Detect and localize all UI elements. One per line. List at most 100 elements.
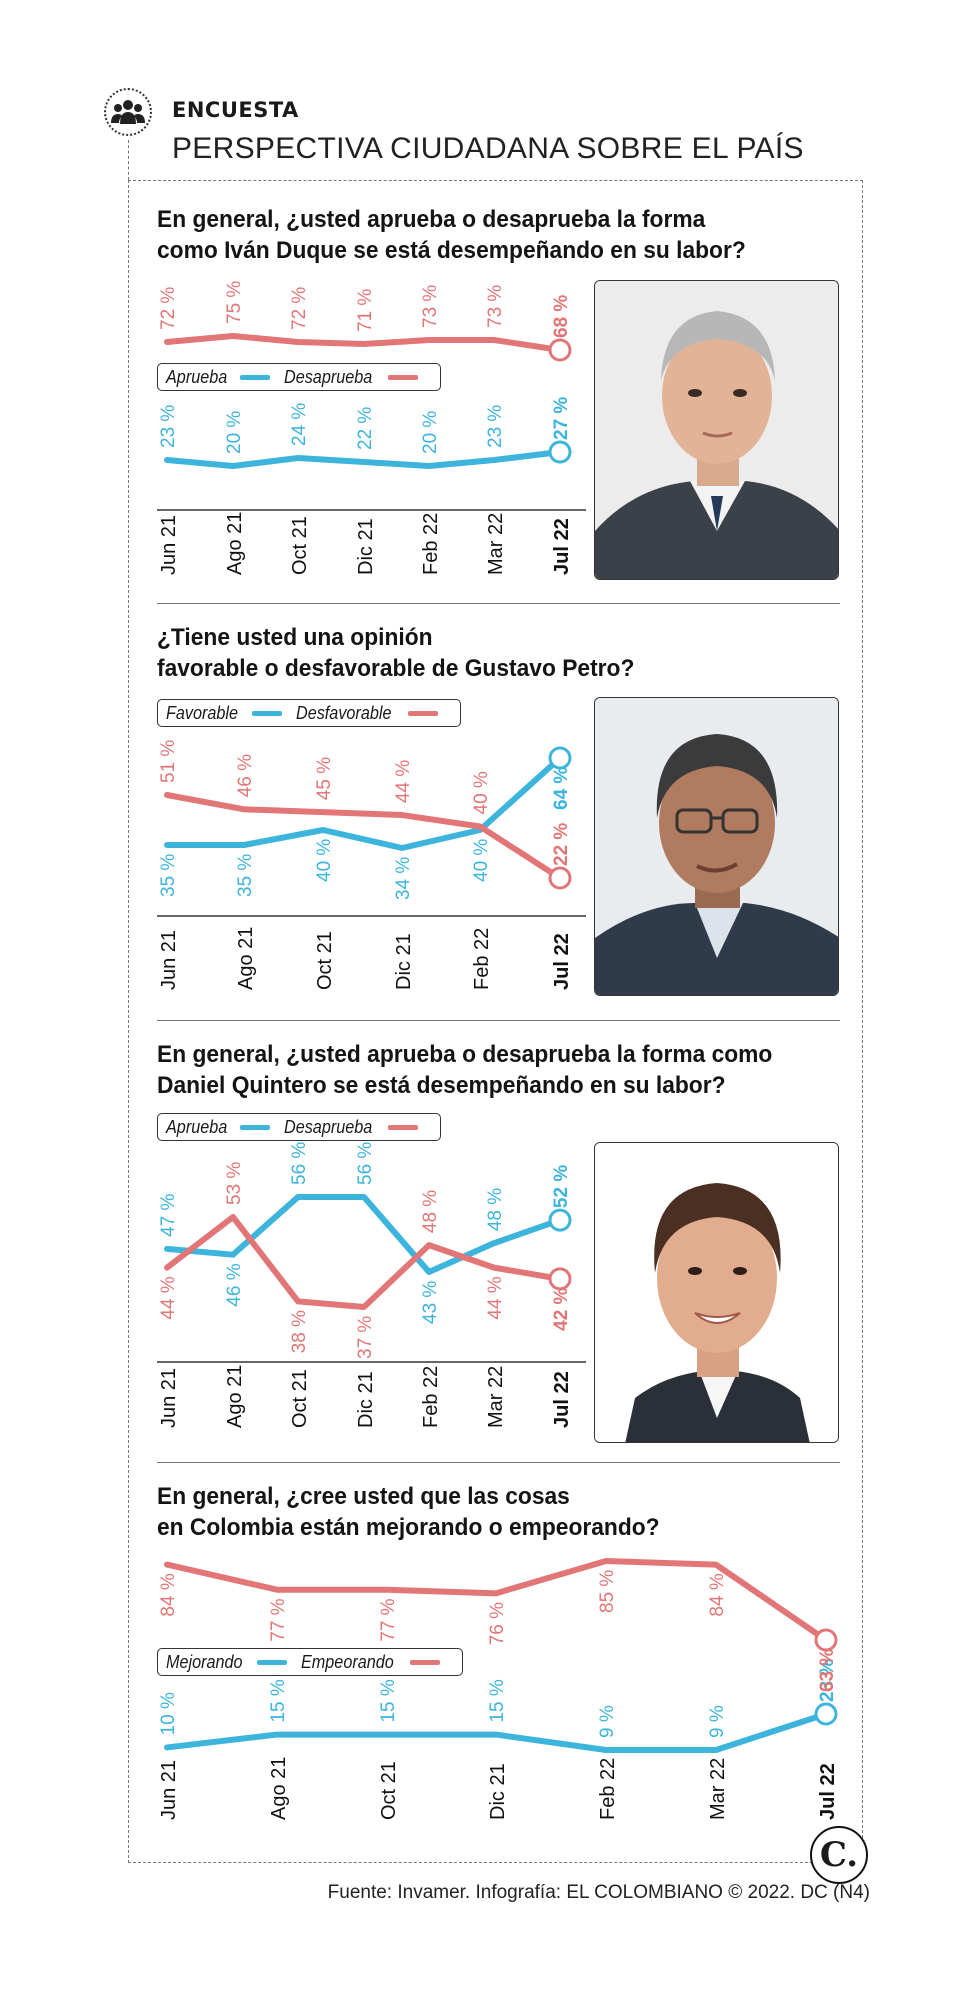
category-label: Dic 21 [487, 1763, 509, 1820]
endpoint-marker [548, 746, 572, 770]
category-label: Mar 22 [707, 1758, 729, 1820]
brand-letter: C. [819, 1835, 859, 1875]
data-label: 15 % [268, 1679, 289, 1722]
question-line: En general, ¿cree usted que las cosas [157, 1483, 570, 1510]
data-label: 47 % [158, 1194, 179, 1237]
data-label: 48 % [420, 1190, 441, 1233]
category-label: Oct 21 [289, 516, 311, 575]
series-line-aprueba [164, 1194, 563, 1275]
legend-label-desfavorable: Desfavorable [296, 702, 392, 723]
data-label: 35 % [158, 854, 179, 897]
endpoint-marker [548, 440, 572, 464]
data-label: 72 % [158, 287, 179, 330]
legend-swatch-blue [240, 1124, 271, 1130]
series-line-empeorando [164, 1558, 829, 1643]
category-label: Ago 21 [224, 1365, 246, 1428]
question-duque: En general, ¿usted aprueba o desaprueba … [157, 204, 746, 266]
data-label: 84 % [158, 1573, 179, 1616]
section-separator [157, 603, 840, 604]
data-label: 27 % [551, 397, 572, 440]
legend-swatch-red [408, 710, 439, 716]
data-label: 23 % [158, 405, 179, 448]
question-line: En general, ¿usted aprueba o desaprueba … [157, 206, 706, 233]
data-label: 20 % [224, 411, 245, 454]
data-label: 71 % [355, 289, 376, 332]
endpoint-marker [548, 338, 572, 362]
series-line-aprueba [164, 449, 563, 469]
photo-daniel-quintero [594, 1142, 839, 1443]
data-label: 23 % [485, 405, 506, 448]
category-label: Jul 22 [551, 1371, 573, 1428]
category-label: Ago 21 [235, 927, 257, 990]
legend-petro: Favorable Desfavorable [157, 699, 462, 727]
category-label: Feb 22 [471, 928, 493, 990]
data-label: 75 % [224, 281, 245, 324]
data-label: 77 % [378, 1598, 399, 1641]
question-line: ¿Tiene usted una opinión [157, 624, 433, 651]
category-label: Feb 22 [420, 513, 442, 575]
endpoint-marker [814, 1702, 838, 1726]
data-label: 34 % [393, 857, 414, 900]
series-line-desfavorable [164, 792, 563, 881]
data-label: 77 % [268, 1598, 289, 1641]
data-label: 68 % [551, 295, 572, 338]
category-label: Mar 22 [485, 513, 507, 575]
category-label: Oct 21 [378, 1761, 400, 1820]
data-label: 51 % [158, 740, 179, 783]
data-label: 37 % [355, 1316, 376, 1359]
legend-colombia: Mejorando Empeorando [157, 1648, 464, 1676]
category-label: Feb 22 [597, 1758, 619, 1820]
data-label: 73 % [485, 285, 506, 328]
data-label: 42 % [551, 1287, 572, 1330]
people-group-icon [104, 88, 152, 136]
category-label: Dic 21 [355, 518, 377, 575]
legend-swatch-red [388, 374, 419, 380]
question-line: En general, ¿usted aprueba o desaprueba … [157, 1041, 773, 1068]
data-label: 46 % [235, 754, 256, 797]
data-label: 40 % [471, 771, 492, 814]
section-separator [157, 1462, 840, 1463]
data-label: 76 % [487, 1602, 508, 1645]
legend-swatch-red [410, 1659, 441, 1665]
data-label: 44 % [158, 1276, 179, 1319]
data-label: 35 % [235, 854, 256, 897]
data-label: 45 % [314, 757, 335, 800]
category-label: Oct 21 [314, 931, 336, 990]
kicker: ENCUESTA [172, 98, 299, 122]
endpoint-marker [548, 866, 572, 890]
legend-swatch-blue [257, 1659, 288, 1665]
endpoint-marker [814, 1628, 838, 1652]
legend-label-aprueba: Aprueba [166, 366, 228, 387]
category-label: Jun 21 [158, 1760, 180, 1820]
data-label: 20 % [420, 411, 441, 454]
question-colombia: En general, ¿cree usted que las cosas en… [157, 1481, 660, 1543]
data-label: 40 % [314, 839, 335, 882]
data-label: 72 % [289, 287, 310, 330]
question-quintero: En general, ¿usted aprueba o desaprueba … [157, 1039, 772, 1101]
category-label: Dic 21 [393, 933, 415, 990]
page-title: PERSPECTIVA CIUDADANA SOBRE EL PAÍS [172, 132, 804, 165]
category-label: Jun 21 [158, 515, 180, 575]
data-label: 73 % [420, 285, 441, 328]
infographic-frame [128, 180, 863, 1863]
legend-label-aprueba: Aprueba [166, 1116, 228, 1137]
legend-label-empeorando: Empeorando [301, 1651, 394, 1672]
category-label: Jun 21 [158, 930, 180, 990]
question-line: en Colombia están mejorando o empeorando… [157, 1514, 660, 1541]
data-label: 85 % [597, 1570, 618, 1613]
data-label: 15 % [378, 1679, 399, 1722]
data-label: 9 % [707, 1705, 728, 1738]
photo-ivan-duque [594, 280, 839, 580]
series-line-favorable [164, 755, 563, 851]
category-label: Dic 21 [355, 1371, 377, 1428]
section-separator [157, 1020, 840, 1021]
legend-quintero: Aprueba Desaprueba [157, 1113, 442, 1141]
data-label: 10 % [158, 1692, 179, 1735]
legend-swatch-blue [252, 710, 283, 716]
data-label: 56 % [289, 1142, 310, 1185]
legend-swatch-blue [240, 374, 271, 380]
data-label: 38 % [289, 1310, 310, 1353]
data-label: 64 % [551, 767, 572, 810]
photo-gustavo-petro [594, 697, 839, 996]
